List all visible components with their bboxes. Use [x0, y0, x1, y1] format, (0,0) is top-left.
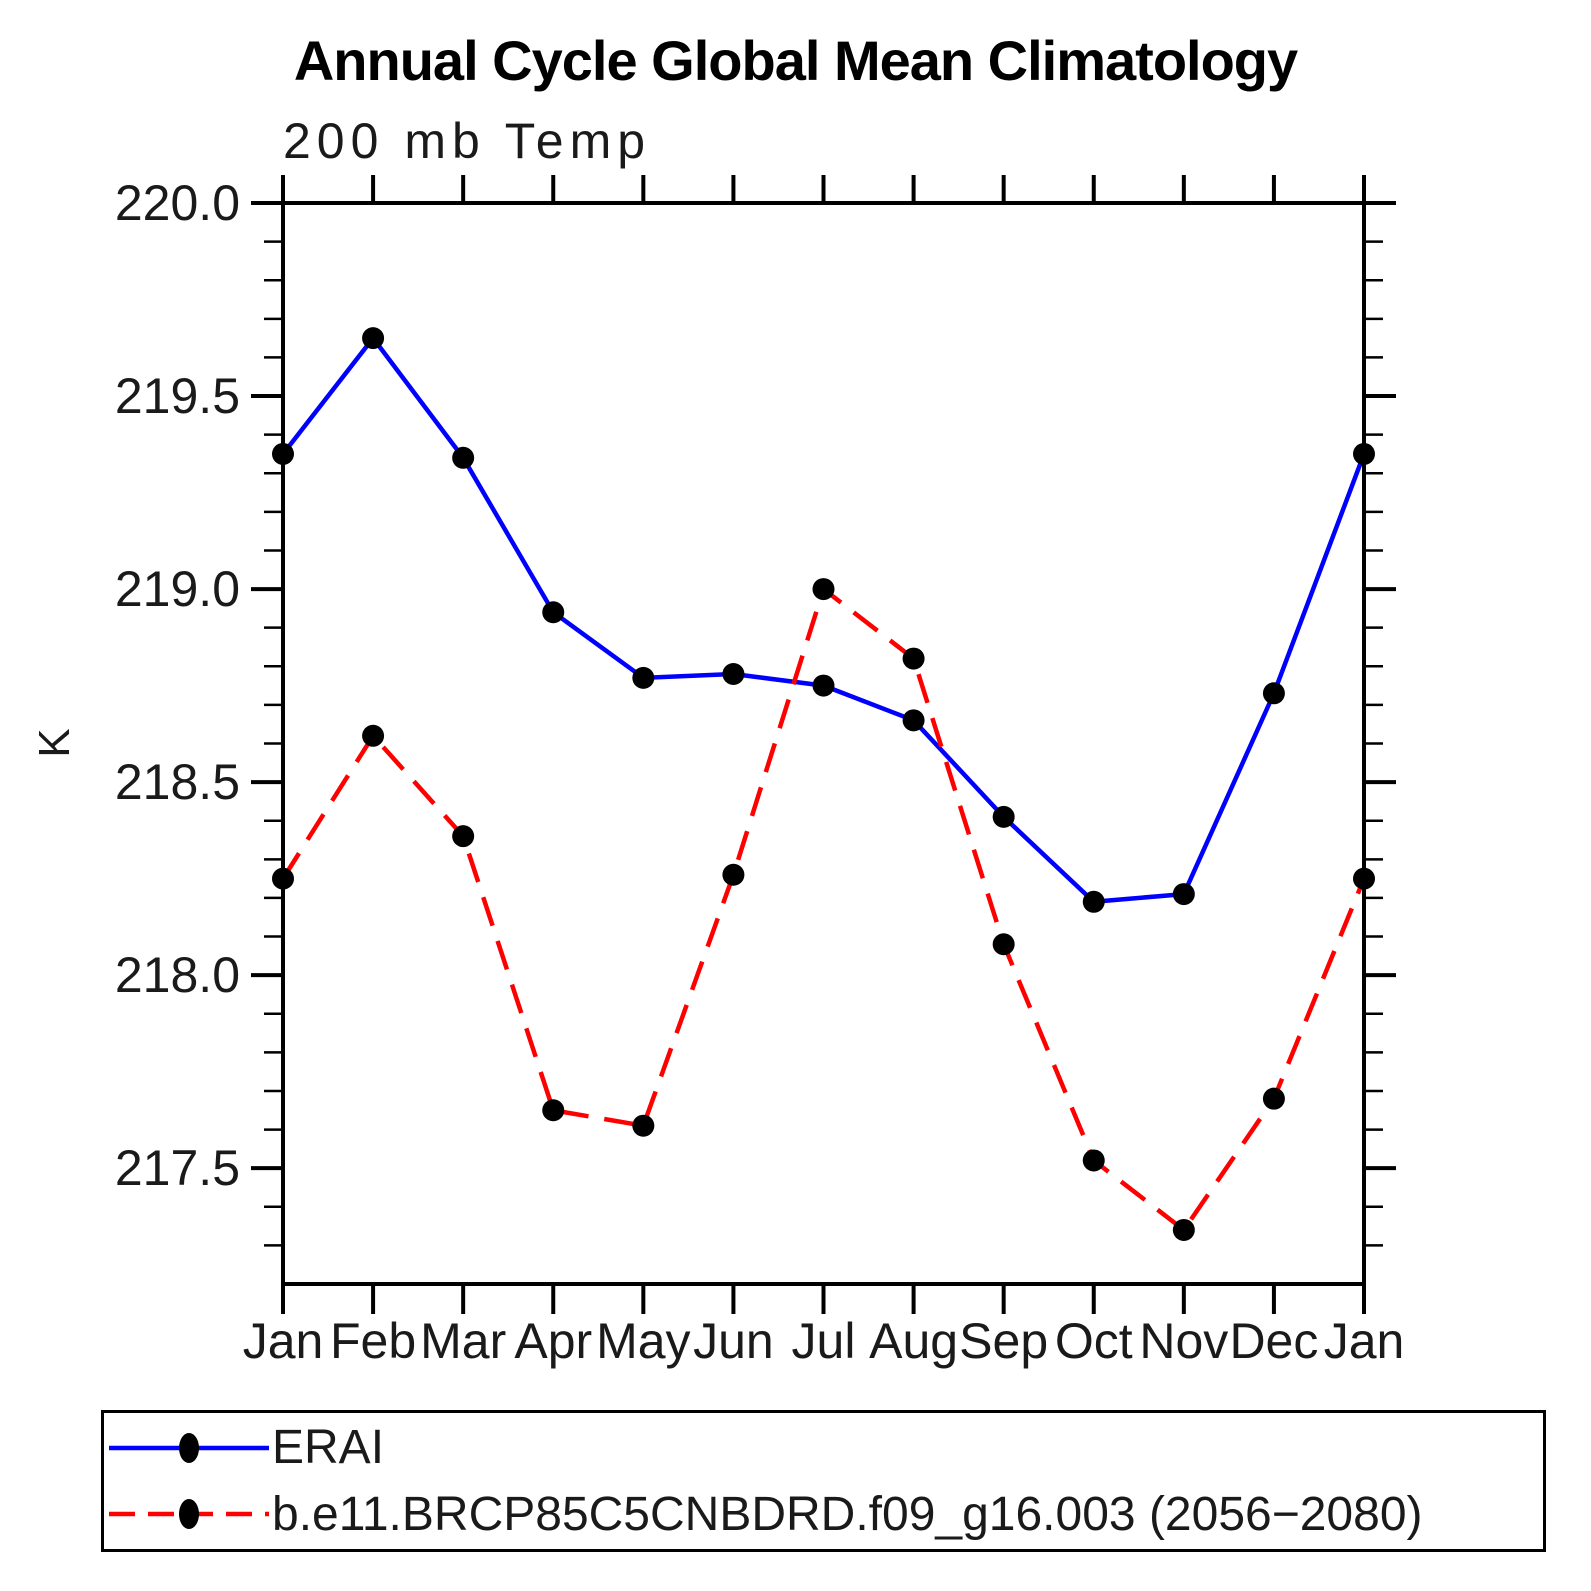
x-tick-label: Dec	[1229, 1313, 1318, 1369]
model-point-feb-1	[362, 724, 385, 747]
x-tick-label: Feb	[330, 1313, 416, 1369]
model-point-oct-9	[1082, 1149, 1105, 1172]
chart-subtitle: 200 mb Temp	[283, 113, 652, 169]
erai-point-mar-2	[452, 446, 475, 469]
legend-item-model: b.e11.BRCP85C5CNBDRD.f09_g16.003 (2056−2…	[104, 1482, 1543, 1546]
erai-point-sep-8	[992, 805, 1015, 828]
model-legend-line-sample	[109, 1499, 269, 1530]
erai-point-oct-9	[1082, 890, 1105, 913]
erai-point-dec-11	[1262, 682, 1285, 705]
x-tick-label: Jan	[1324, 1313, 1405, 1369]
x-tick-label: Jan	[243, 1313, 324, 1369]
erai-legend-marker	[179, 1432, 199, 1463]
erai-point-apr-3	[542, 601, 565, 624]
model-point-mar-2	[452, 825, 475, 848]
erai-point-feb-1	[362, 327, 385, 350]
model-legend-marker	[179, 1499, 199, 1530]
erai-legend-line-sample	[109, 1432, 269, 1463]
model-point-jan-0	[272, 867, 294, 890]
y-tick-label: 219.5	[115, 368, 240, 424]
model-point-apr-3	[542, 1099, 565, 1122]
model-point-aug-7	[902, 647, 925, 670]
model-legend-label: b.e11.BRCP85C5CNBDRD.f09_g16.003 (2056−2…	[272, 1487, 1423, 1541]
model-point-nov-10	[1172, 1218, 1195, 1241]
x-tick-label: Oct	[1055, 1313, 1133, 1369]
legend-item-erai: ERAI	[104, 1416, 1543, 1480]
y-tick-label: 217.5	[115, 1140, 240, 1196]
model-point-dec-11	[1262, 1087, 1285, 1110]
erai-point-jan-0	[272, 442, 294, 465]
x-tick-label: Nov	[1139, 1313, 1228, 1369]
erai-point-jul-6	[812, 674, 835, 697]
erai-point-jun-5	[722, 663, 745, 686]
erai-point-may-4	[632, 666, 655, 689]
y-tick-label: 218.0	[115, 947, 240, 1003]
model-point-jul-6	[812, 578, 835, 601]
model-point-jan-12	[1353, 867, 1375, 890]
model-point-may-4	[632, 1114, 655, 1137]
x-tick-label: May	[596, 1313, 690, 1369]
erai-point-aug-7	[902, 709, 925, 732]
y-tick-label: 220.0	[115, 175, 240, 231]
model-point-jun-5	[722, 863, 745, 886]
x-tick-label: Jul	[792, 1313, 856, 1369]
chart-title: Annual Cycle Global Mean Climatology	[293, 29, 1298, 92]
erai-point-nov-10	[1172, 883, 1195, 906]
x-tick-label: Sep	[959, 1313, 1048, 1369]
x-tick-label: Aug	[869, 1313, 958, 1369]
erai-legend-label: ERAI	[272, 1421, 385, 1475]
model-point-sep-8	[992, 933, 1015, 956]
y-tick-label: 219.0	[115, 561, 240, 617]
x-tick-label: Apr	[514, 1313, 592, 1369]
plot-border	[281, 201, 1366, 1286]
erai-point-jan-12	[1353, 442, 1375, 465]
y-tick-label: 218.5	[115, 754, 240, 810]
x-tick-label: Jun	[693, 1313, 774, 1369]
x-tick-label: Mar	[420, 1313, 506, 1369]
legend-box: ERAI b.e11.BRCP85C5CNBDRD.f09_g16.003 (2…	[101, 1410, 1546, 1552]
